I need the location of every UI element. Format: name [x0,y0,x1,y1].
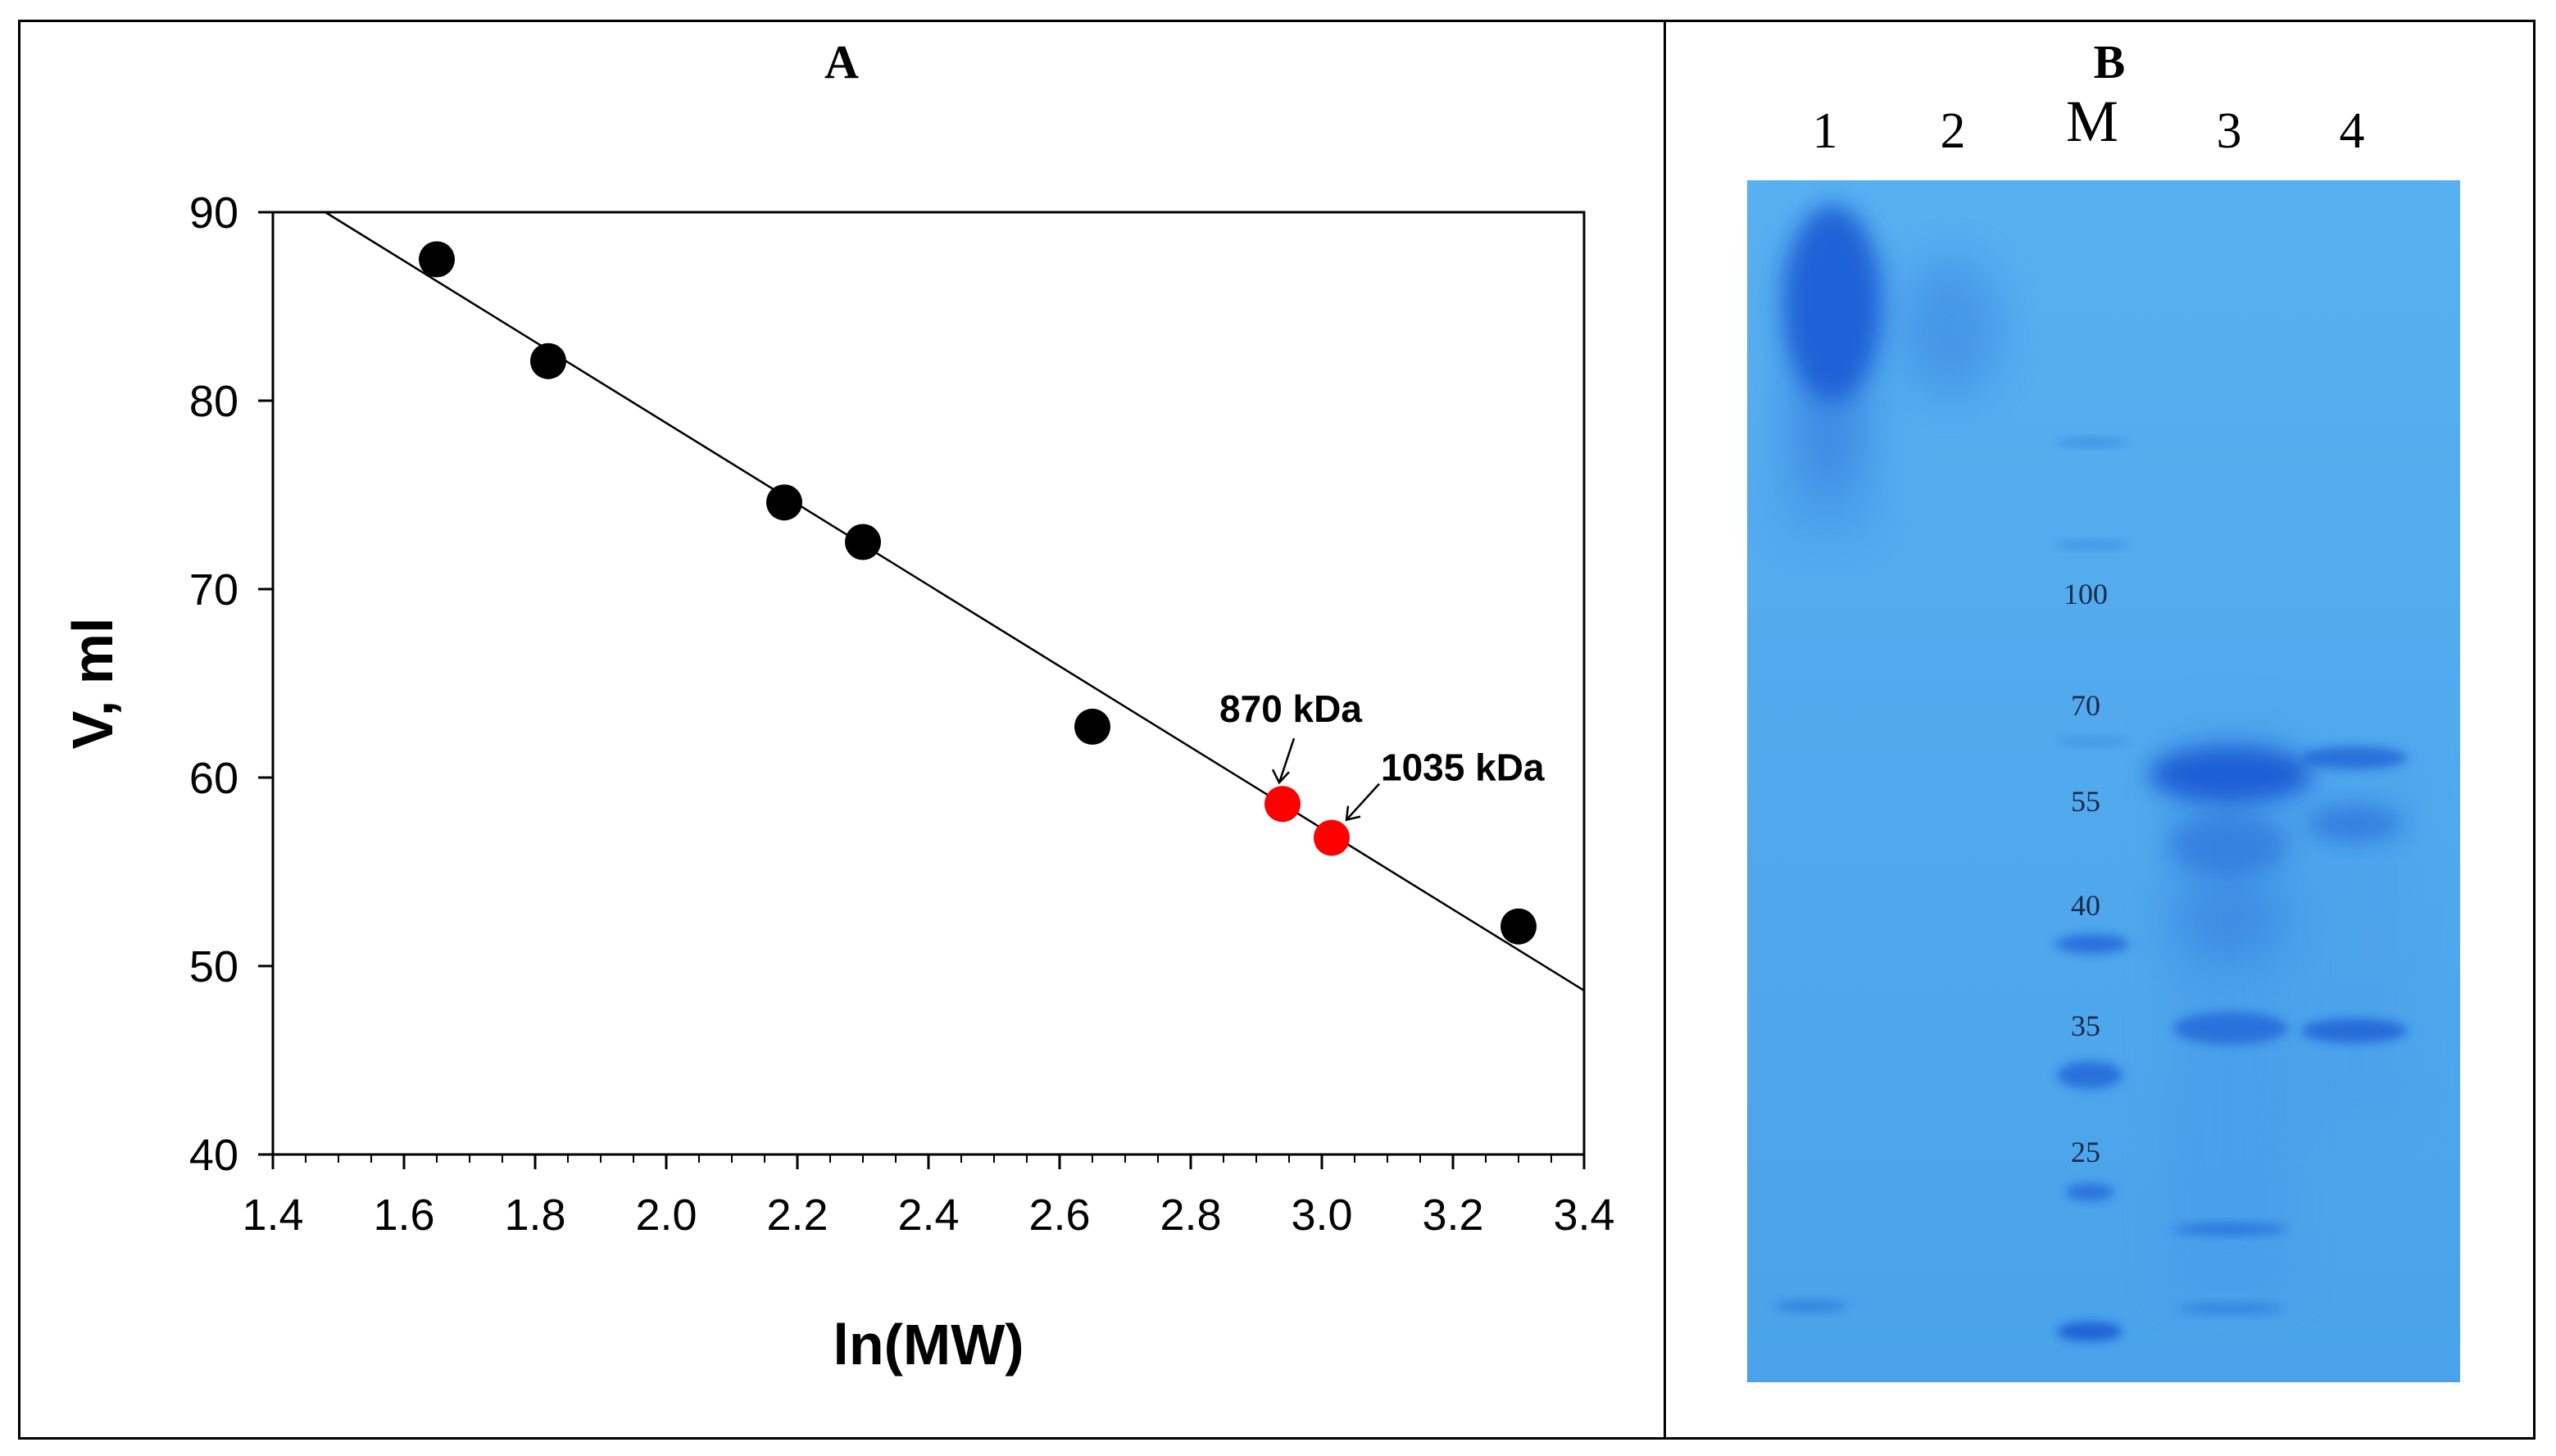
standard-point [766,484,802,521]
y-tick-label: 50 [189,942,238,991]
lane-label: 1 [1813,103,1838,159]
marker-label: 100 [2063,578,2108,610]
x-tick-label: 1.8 [504,1191,565,1240]
lane-4-smear [2295,737,2418,1131]
marker-band [2055,438,2129,447]
x-tick-label: 3.2 [1422,1191,1483,1240]
marker-band-40 [2055,934,2129,954]
standard-point [845,524,881,560]
standard-point [1500,908,1537,945]
data-points [419,241,1537,945]
lane-3-smear [2168,721,2290,1295]
fit-line-group [325,211,1585,991]
lane-label: 2 [1941,103,1966,159]
x-tick-label: 2.8 [1160,1191,1221,1240]
lane-3-main-band [2149,746,2313,803]
y-axis: 40 50 60 70 80 90 [189,188,273,1180]
marker-label: 70 [2071,689,2100,722]
y-tick-label: 70 [189,565,238,615]
y-tick-label: 90 [189,188,238,238]
marker-band-15 [2057,1322,2122,1341]
marker-band [2055,737,2129,746]
standard-point [1074,708,1110,745]
x-tick-label: 2.4 [897,1191,959,1240]
annotation-1035-kda: 1035 kDa [1381,746,1545,789]
lane-3-band [2166,811,2289,877]
x-tick-label: 3.4 [1553,1191,1614,1240]
lane-3-lowest-band [2177,1303,2284,1314]
annotation-arrowhead [1271,769,1290,785]
y-axis-label: V, ml [61,618,125,750]
lane-4-band [2305,805,2404,841]
marker-label: 25 [2071,1136,2100,1168]
marker-band [2055,541,2129,549]
annotation-arrow [1278,737,1296,783]
marker-label: 40 [2071,889,2100,922]
sample-point [1314,819,1350,856]
lane-2-faint-band [1901,258,2000,397]
marker-labels: 100 70 55 40 35 25 [2063,578,2108,1168]
lane-3-band-35 [2173,1012,2288,1045]
lane-1-tail [1796,352,1862,500]
lane-labels: 1 2 M 3 4 [1813,88,2365,159]
lane-3-low-band [2173,1223,2288,1235]
marker-band-30 [2057,1061,2122,1089]
marker-band-20 [2065,1183,2114,1201]
gel-bands [1774,205,2418,1341]
x-axis: 1.4 1.6 1.8 2.0 2.2 2.4 2.6 2.8 3.0 3.2 3.4 [242,1154,1615,1240]
x-tick-label: 2.0 [635,1191,697,1240]
figure-frame [18,20,2536,1440]
annotation-870-kda: 870 kDa [1219,687,1362,730]
lane-1-main-band [1783,205,1882,401]
panel-a-chart: A 1.4 1.6 1.8 2.0 2.2 2.4 2.6 2.8 3.0 3.2 3.4 40 50… [61,35,1615,1377]
lane-label: 4 [2340,103,2365,159]
lane-4-top-band [2301,746,2408,769]
x-tick-label: 1.6 [373,1191,434,1240]
y-tick-label: 60 [189,754,238,803]
lane-label: M [2066,88,2118,154]
lane-3-smear-band [2172,873,2286,963]
marker-label: 55 [2071,785,2100,818]
x-tick-label: 2.2 [766,1191,828,1240]
x-tick-label: 3.0 [1291,1191,1352,1240]
panel-divider [1664,20,1666,1440]
fit-line [325,211,1585,991]
standard-point [530,342,566,379]
y-tick-label: 40 [189,1131,238,1180]
x-tick-label: 2.6 [1028,1191,1090,1240]
x-axis-label: ln(MW) [833,1313,1024,1377]
panel-a-label: A [824,35,859,88]
y-tick-label: 80 [189,377,238,426]
sample-point [1264,786,1301,823]
lane-4-band-35 [2301,1018,2408,1043]
annotation-arrow [1346,782,1380,821]
marker-label: 35 [2071,1009,2100,1042]
lane-label: 3 [2217,103,2242,159]
panel-b-label: B [2094,35,2126,88]
standard-point [419,241,455,278]
lane-1-low-band [1774,1300,1848,1312]
annotation-arrowhead [1345,805,1361,822]
annotations: 870 kDa 1035 kDa [1219,687,1545,822]
x-tick-label: 1.4 [242,1191,303,1240]
